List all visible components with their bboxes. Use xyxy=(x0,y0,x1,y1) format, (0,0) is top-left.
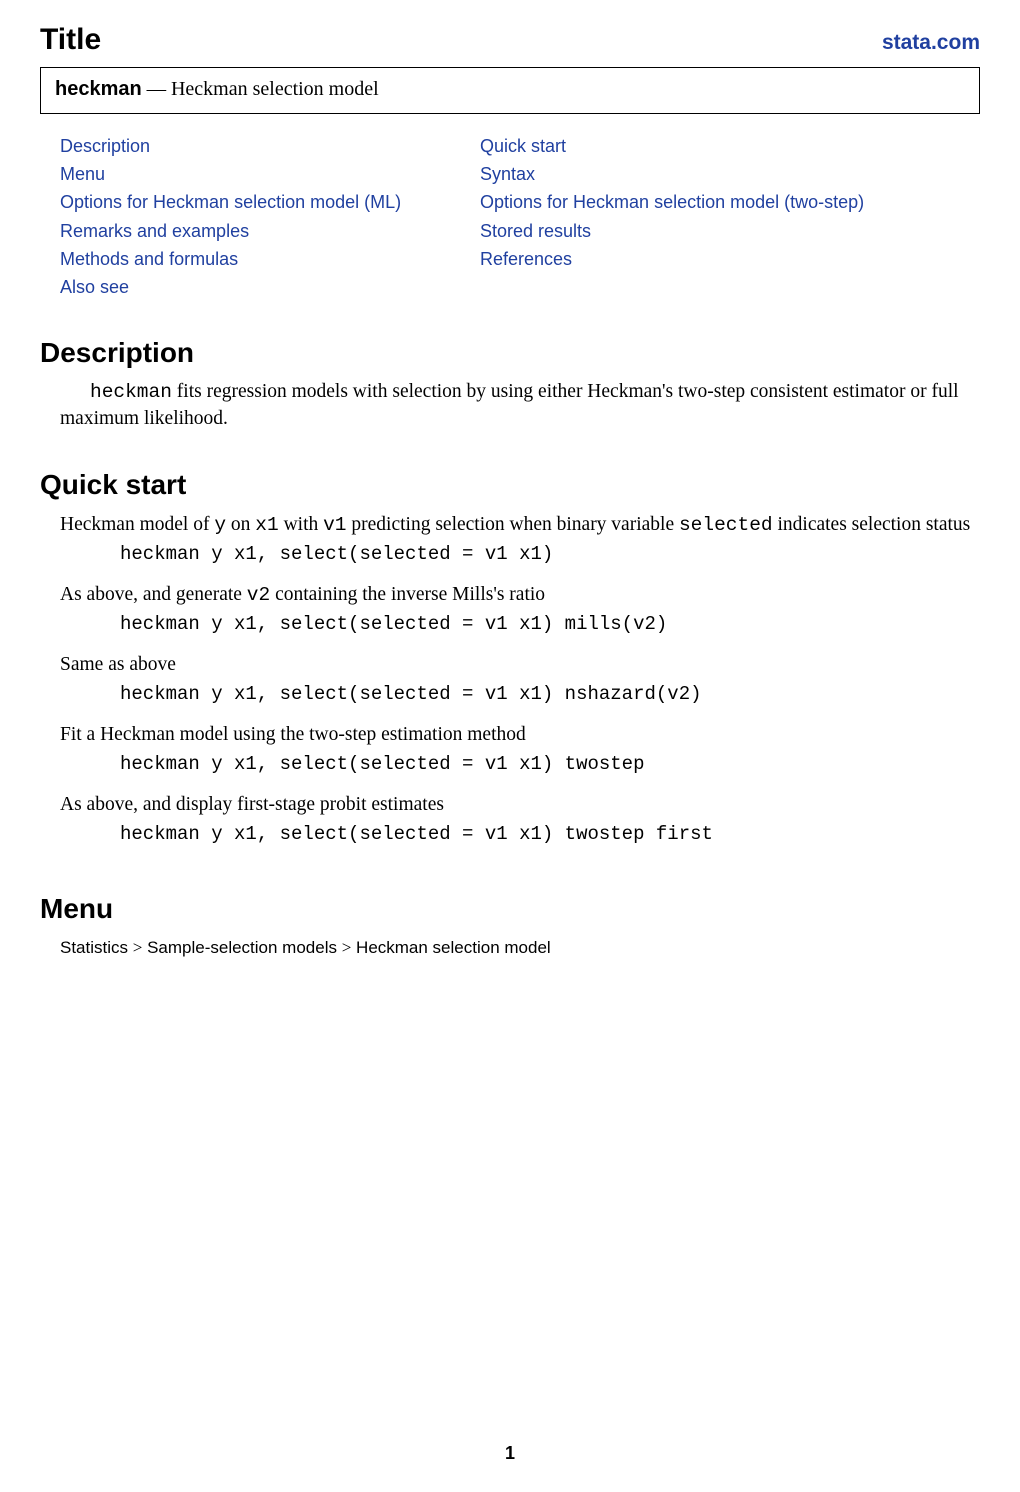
qs1-t1: y xyxy=(214,514,226,536)
qs-item-4-code: heckman y x1, select(selected = v1 x1) t… xyxy=(120,752,980,778)
command-name: heckman xyxy=(55,78,142,100)
qs-item-5-desc: As above, and display first-stage probit… xyxy=(90,792,980,818)
qs2-t0: As above, and generate xyxy=(60,584,247,605)
toc-link-methods[interactable]: Methods and formulas xyxy=(60,247,480,271)
section-heading-description: Description xyxy=(40,334,980,372)
page-root: Title stata.com heckman — Heckman select… xyxy=(0,0,1020,1492)
qs2-t1: v2 xyxy=(247,584,270,606)
site-link[interactable]: stata.com xyxy=(882,29,980,57)
section-heading-quick-start: Quick start xyxy=(40,466,980,504)
qs-item-4-desc: Fit a Heckman model using the two-step e… xyxy=(90,722,980,748)
qs1-t7: selected xyxy=(679,514,773,536)
menu-part-4: Heckman selection model xyxy=(351,938,550,957)
qs-item-3-code: heckman y x1, select(selected = v1 x1) n… xyxy=(120,682,980,708)
qs4-t0: Fit a Heckman model using the two-step e… xyxy=(60,724,526,745)
menu-part-0: Statistics xyxy=(60,938,133,957)
toc-empty xyxy=(480,275,1000,299)
toc-link-references[interactable]: References xyxy=(480,247,1000,271)
qs1-t2: on xyxy=(226,514,255,535)
toc-link-options-twostep[interactable]: Options for Heckman selection model (two… xyxy=(480,190,1000,214)
qs3-t0: Same as above xyxy=(60,654,176,675)
qs1-t0: Heckman model of xyxy=(60,514,214,535)
description-paragraph: heckman fits regression models with sele… xyxy=(60,379,980,432)
toc-link-stored-results[interactable]: Stored results xyxy=(480,219,1000,243)
toc-link-description[interactable]: Description xyxy=(60,134,480,158)
menu-gt-3: > xyxy=(342,938,352,957)
description-text: fits regression models with selection by… xyxy=(60,381,959,428)
qs-item-2-code: heckman y x1, select(selected = v1 x1) m… xyxy=(120,612,980,638)
menu-gt-1: > xyxy=(133,938,143,957)
title-label: Title xyxy=(40,20,101,61)
toc-link-menu[interactable]: Menu xyxy=(60,162,480,186)
qs1-t5: v1 xyxy=(323,514,346,536)
qs1-t4: with xyxy=(279,514,323,535)
title-row: Title stata.com xyxy=(40,20,980,61)
qs1-t8: indicates selection status xyxy=(773,514,971,535)
toc-link-also-see[interactable]: Also see xyxy=(60,275,480,299)
qs5-t0: As above, and display first-stage probit… xyxy=(60,794,444,815)
toc-link-remarks[interactable]: Remarks and examples xyxy=(60,219,480,243)
title-separator: — xyxy=(142,79,171,100)
section-heading-menu: Menu xyxy=(40,890,980,928)
qs2-t2: containing the inverse Mills's ratio xyxy=(270,584,545,605)
title-box: heckman — Heckman selection model xyxy=(40,67,980,114)
qs1-t3: x1 xyxy=(255,514,278,536)
menu-path: Statistics > Sample-selection models > H… xyxy=(60,937,980,960)
toc: Description Quick start Menu Syntax Opti… xyxy=(60,134,980,300)
qs-item-1-code: heckman y x1, select(selected = v1 x1) xyxy=(120,542,980,568)
title-description: Heckman selection model xyxy=(171,78,379,100)
toc-link-syntax[interactable]: Syntax xyxy=(480,162,1000,186)
page-number: 1 xyxy=(0,1443,1020,1464)
qs-item-2-desc: As above, and generate v2 containing the… xyxy=(90,582,980,608)
toc-link-options-ml[interactable]: Options for Heckman selection model (ML) xyxy=(60,190,480,214)
menu-part-2: Sample-selection models xyxy=(142,938,341,957)
code-heckman: heckman xyxy=(90,381,172,403)
qs1-t6: predicting selection when binary variabl… xyxy=(347,514,679,535)
toc-link-quick-start[interactable]: Quick start xyxy=(480,134,1000,158)
qs-item-3-desc: Same as above xyxy=(90,652,980,678)
qs-item-1-desc: Heckman model of y on x1 with v1 predict… xyxy=(90,512,980,538)
qs-item-5-code: heckman y x1, select(selected = v1 x1) t… xyxy=(120,822,980,848)
